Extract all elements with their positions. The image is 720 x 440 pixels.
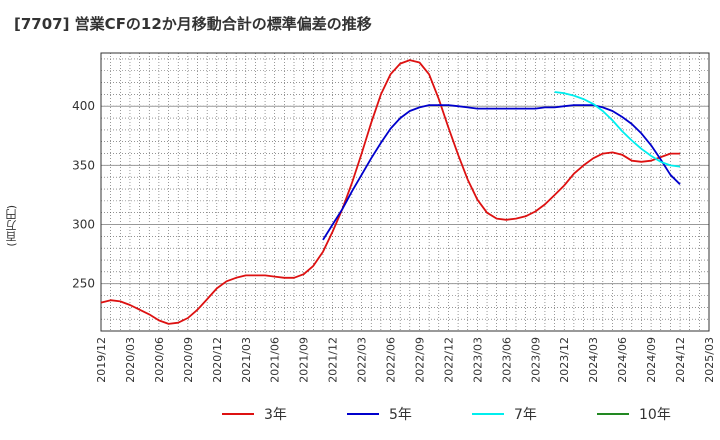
x-tick-label: 2022/12 bbox=[442, 337, 455, 383]
legend-swatch bbox=[472, 413, 504, 415]
x-tick-label: 2020/09 bbox=[182, 337, 195, 383]
legend-label: 7年 bbox=[514, 407, 537, 423]
legend-item-2: 5年 bbox=[347, 404, 472, 424]
x-tick-label: 2024/12 bbox=[674, 337, 687, 383]
legend: 3年 5年 7年 10年 bbox=[222, 404, 720, 424]
x-tick-label: 2024/06 bbox=[616, 337, 629, 383]
legend-swatch bbox=[222, 413, 254, 415]
x-tick-label: 2022/03 bbox=[356, 337, 369, 383]
x-tick-label: 2022/06 bbox=[385, 337, 398, 383]
x-tick-label: 2023/06 bbox=[500, 337, 513, 383]
legend-item-1: 3年 bbox=[222, 404, 347, 424]
x-tick-label: 2021/03 bbox=[240, 337, 253, 383]
x-tick-label: 2020/03 bbox=[124, 337, 137, 383]
x-tick-label: 2024/03 bbox=[587, 337, 600, 383]
x-tick-label: 2020/12 bbox=[211, 337, 224, 383]
legend-item-3: 7年 bbox=[472, 404, 597, 424]
y-tick-label: 300 bbox=[72, 218, 95, 232]
y-tick-label: 250 bbox=[72, 277, 95, 291]
plot-frame bbox=[100, 52, 710, 332]
x-tick-label: 2023/03 bbox=[471, 337, 484, 383]
legend-label: 5年 bbox=[389, 407, 412, 423]
x-tick-label: 2021/09 bbox=[298, 337, 311, 383]
x-tick-label: 2024/09 bbox=[645, 337, 658, 383]
x-tick-label: 2020/06 bbox=[153, 337, 166, 383]
y-tick-label: 400 bbox=[72, 99, 95, 113]
x-tick-label: 2025/03 bbox=[703, 337, 716, 383]
y-tick-label: 350 bbox=[72, 158, 95, 172]
x-tick-label: 2023/09 bbox=[529, 337, 542, 383]
legend-label: 3年 bbox=[264, 407, 287, 423]
x-tick-label: 2023/12 bbox=[558, 337, 571, 383]
legend-item-4: 10年 bbox=[597, 404, 720, 424]
x-tick-label: 2022/09 bbox=[413, 337, 426, 383]
legend-swatch bbox=[347, 413, 379, 415]
chart-title: [7707] 営業CFの12か月移動合計の標準偏差の推移 bbox=[14, 15, 372, 33]
series-line-3 bbox=[554, 91, 681, 168]
series-line-1 bbox=[100, 59, 680, 325]
x-tick-label: 2021/06 bbox=[269, 337, 282, 383]
series-line-2 bbox=[322, 104, 681, 241]
legend-swatch bbox=[597, 413, 629, 415]
x-tick-label: 2021/12 bbox=[327, 337, 340, 383]
x-tick-label: 2019/12 bbox=[95, 337, 108, 383]
legend-label: 10年 bbox=[639, 407, 671, 423]
